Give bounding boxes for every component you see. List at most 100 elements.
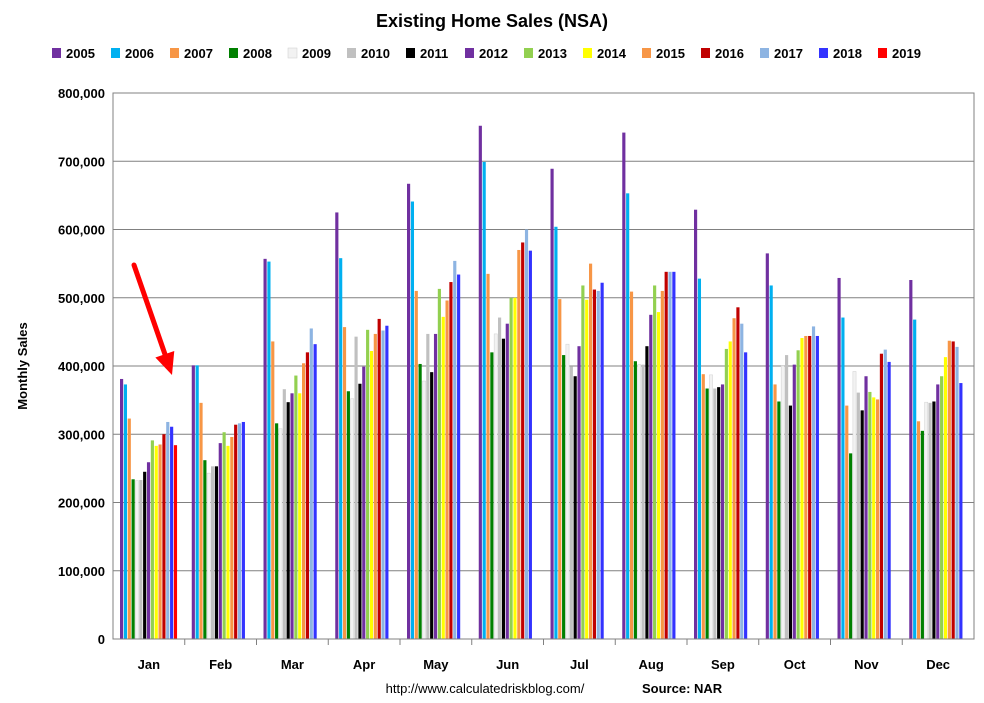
bar-2009-oct [780, 365, 785, 640]
bar-2017-jan [166, 421, 170, 639]
bar-2015-feb [230, 436, 234, 639]
bar-2008-jul [562, 355, 566, 639]
bar-2017-nov [883, 349, 887, 639]
bar-2006-apr [339, 258, 343, 639]
bar-2005-apr [335, 212, 339, 639]
x-tick-label: Oct [784, 657, 806, 672]
x-tick-label: Jul [570, 657, 589, 672]
bar-2015-nov [876, 399, 880, 639]
bar-2018-jan [170, 426, 174, 639]
bar-2015-mar [302, 363, 306, 639]
bar-2014-jul [585, 299, 589, 639]
bar-2009-aug [637, 364, 642, 640]
legend-label-2012: 2012 [479, 46, 508, 61]
bar-2012-jul [577, 346, 581, 639]
bar-2005-may [407, 183, 411, 639]
bar-2017-mar [309, 328, 313, 639]
bar-2008-dec [920, 430, 924, 639]
bar-2009-jan [135, 480, 139, 640]
y-tick-label: 500,000 [58, 291, 105, 306]
bar-2007-jun [486, 273, 490, 639]
bar-2013-dec [940, 376, 944, 639]
bar-2008-sep [705, 388, 709, 639]
bar-2011-feb [214, 466, 219, 639]
bar-2010-dec [928, 402, 932, 639]
legend-swatch-2013 [524, 48, 533, 58]
bar-2005-nov [837, 277, 841, 639]
bar-2014-jun [513, 297, 517, 639]
bar-2006-feb [195, 365, 199, 639]
legend-swatch-2016 [701, 48, 710, 58]
chart-title: Existing Home Sales (NSA) [376, 11, 608, 31]
bar-2010-jul [569, 366, 573, 639]
bar-2016-jan [162, 434, 166, 639]
bar-2009-feb [206, 472, 211, 640]
bar-2007-jan [127, 418, 131, 639]
legend-label-2007: 2007 [184, 46, 213, 61]
bar-2013-oct [796, 350, 800, 639]
bar-2014-sep [728, 341, 732, 639]
x-tick-label: Dec [926, 657, 950, 672]
bar-2012-jan [146, 462, 151, 639]
bar-2006-jul [554, 226, 558, 639]
legend-swatch-2010 [347, 48, 356, 58]
y-tick-label: 0 [98, 632, 105, 647]
bar-2008-jun [490, 352, 494, 639]
bar-2008-nov [849, 453, 853, 639]
legend-swatch-2014 [583, 48, 592, 58]
x-tick-label: Sep [711, 657, 735, 672]
bar-2016-aug [664, 271, 668, 639]
bar-2006-dec [913, 319, 917, 639]
legend-swatch-2011 [406, 48, 415, 58]
bar-2014-jan [154, 445, 158, 639]
bar-2009-sep [709, 374, 713, 640]
bar-2007-oct [773, 384, 777, 639]
bar-2011-aug [645, 346, 649, 639]
bar-2008-aug [633, 361, 637, 639]
bar-2008-mar [275, 423, 279, 639]
bar-2011-oct [788, 405, 793, 639]
bar-2010-feb [211, 466, 215, 639]
bar-2013-feb [222, 432, 226, 639]
bar-2014-apr [369, 350, 374, 639]
legend-swatch-2015 [642, 48, 651, 58]
bar-2013-nov [868, 391, 872, 639]
bar-2008-jan [131, 479, 135, 639]
bar-2015-jul [589, 263, 593, 639]
bar-2005-oct [765, 253, 769, 639]
bar-2016-oct [808, 335, 812, 639]
bar-2014-dec [943, 357, 948, 639]
bar-2017-jun [524, 229, 529, 639]
bar-2016-apr [377, 318, 381, 639]
legend-swatch-2009 [287, 47, 298, 59]
bar-2005-mar [263, 258, 267, 639]
bars [120, 125, 963, 640]
annotation-arrow [131, 262, 175, 375]
y-axis-ticks: 0 100,000 200,000 300,000 400,000 500,000 600,… [58, 86, 105, 647]
x-tick-label: Mar [281, 657, 304, 672]
bar-2011-mar [286, 402, 290, 639]
bar-2008-may [418, 363, 422, 639]
bar-2012-nov [864, 376, 868, 639]
bar-2016-jun [521, 242, 525, 639]
bar-2015-may [445, 300, 449, 639]
y-tick-label: 200,000 [58, 496, 105, 511]
bar-2017-apr [381, 330, 385, 639]
bar-2005-dec [909, 280, 913, 639]
bar-2014-feb [226, 445, 230, 639]
footer-url[interactable]: http://www.calculatedriskblog.com/ [386, 681, 585, 696]
legend: 2005 2006 2007 2008 2009 2010 2011 2012 2013 2014… [52, 46, 921, 61]
bar-2012-may [433, 333, 438, 639]
bar-2005-jul [550, 168, 554, 639]
bar-2010-aug [641, 364, 645, 639]
bar-2006-aug [626, 193, 630, 639]
bar-2018-jul [600, 282, 604, 639]
legend-label-2018: 2018 [833, 46, 862, 61]
bar-2015-dec [947, 340, 951, 639]
bar-2011-jul [573, 376, 577, 639]
bar-2015-sep [732, 318, 736, 639]
bar-2005-jan [120, 378, 124, 639]
bar-2012-apr [362, 366, 366, 639]
legend-swatch-2008 [229, 48, 238, 58]
